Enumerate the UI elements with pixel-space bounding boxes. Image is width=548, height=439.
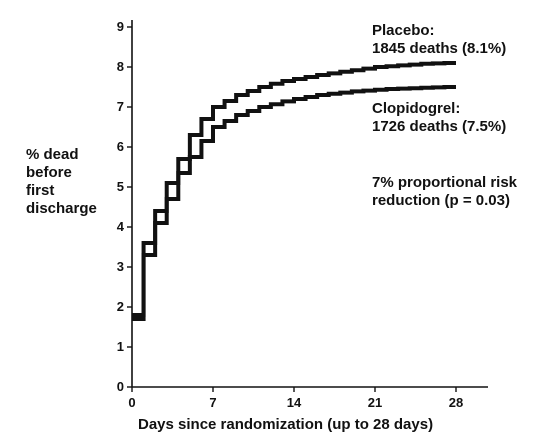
y-tick-label: 5 — [117, 179, 124, 194]
y-tick-label: 9 — [117, 19, 124, 34]
x-tick-label: 0 — [128, 395, 135, 410]
y-axis-label-line: before — [26, 164, 72, 181]
y-tick-label: 1 — [117, 339, 124, 354]
y-axis-label: % dead before first discharge — [26, 146, 97, 218]
risk-reduction-line: reduction (p = 0.03) — [372, 192, 510, 209]
clopidogrel-series-line — [132, 85, 456, 317]
x-tick-label: 28 — [449, 395, 463, 410]
x-tick-label: 21 — [368, 395, 382, 410]
y-axis-label-line: first — [26, 182, 55, 199]
y-axis-label-line: % dead — [26, 146, 79, 163]
placebo-annotation-title: Placebo: — [372, 22, 435, 39]
series-layer — [132, 61, 456, 321]
axes: 0 1 2 3 4 5 6 7 8 9 0 7 14 21 28 — [117, 19, 488, 410]
y-tick-label: 6 — [117, 139, 124, 154]
y-tick-label: 7 — [117, 99, 124, 114]
clopidogrel-annotation-deaths: 1726 deaths (7.5%) — [372, 118, 507, 135]
y-tick-label: 0 — [117, 379, 124, 394]
y-tick-label: 2 — [117, 299, 124, 314]
x-tick-label: 7 — [209, 395, 216, 410]
risk-reduction-annotation: 7% proportional risk reduction (p = 0.03… — [372, 174, 517, 210]
placebo-annotation: Placebo: 1845 deaths (8.1%) — [372, 22, 506, 58]
y-axis-label-line: discharge — [26, 200, 97, 217]
placebo-annotation-deaths: 1845 deaths (8.1%) — [372, 40, 507, 57]
clopidogrel-annotation: Clopidogrel: 1726 deaths (7.5%) — [372, 100, 506, 136]
clopidogrel-annotation-title: Clopidogrel: — [372, 100, 461, 117]
risk-reduction-line: 7% proportional risk — [372, 174, 518, 191]
x-tick-label: 14 — [287, 395, 302, 410]
y-tick-label: 3 — [117, 259, 124, 274]
x-axis-label: Days since randomization (up to 28 days) — [138, 416, 434, 433]
y-tick-label: 8 — [117, 59, 124, 74]
y-tick-label: 4 — [117, 219, 125, 234]
